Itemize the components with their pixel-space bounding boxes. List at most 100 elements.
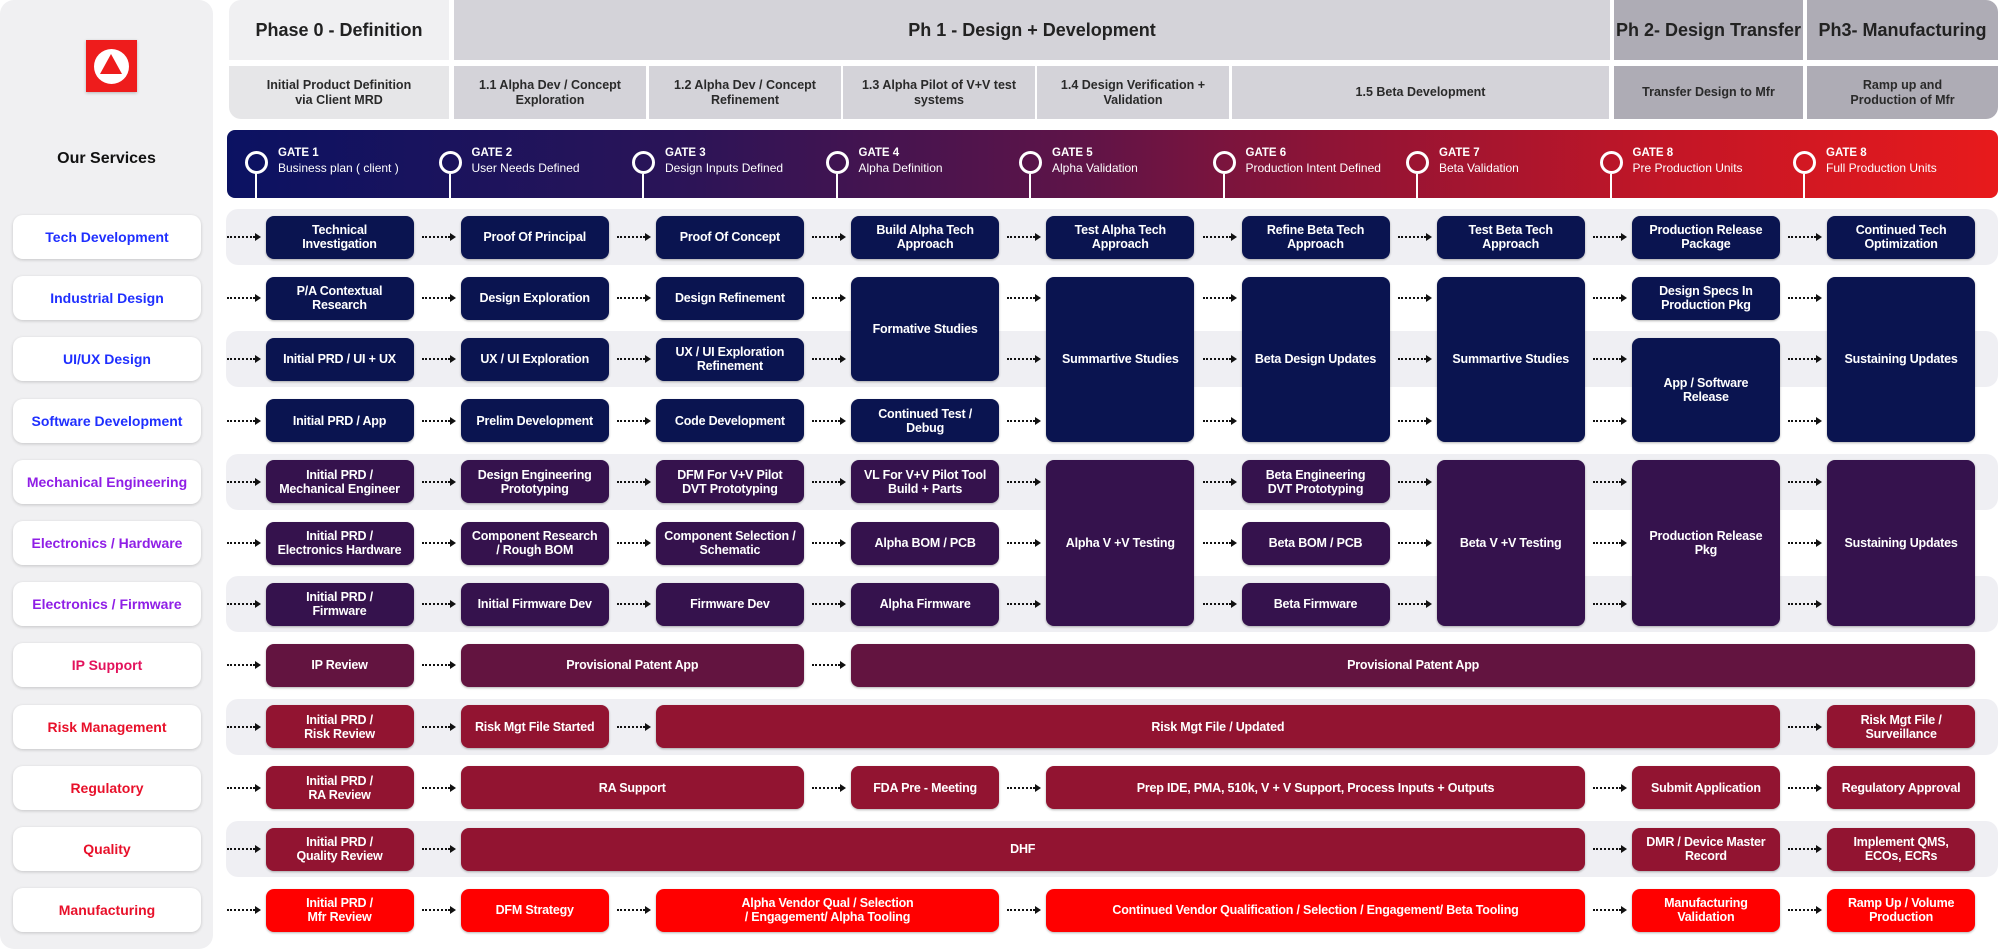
service-label-manufacturing[interactable]: Manufacturing [13, 888, 201, 933]
arrow-head [840, 783, 847, 792]
arrow-right-icon [616, 539, 651, 547]
gate-title: GATE 2 [471, 147, 513, 159]
arrow-right-icon [1592, 416, 1627, 425]
arrow-line [1397, 480, 1426, 483]
service-label-electronics-hardware[interactable]: Electronics / Hardware [13, 521, 201, 565]
arrow-head [254, 233, 261, 241]
gate-circle-icon [438, 151, 462, 174]
service-label-software-development[interactable]: Software Development [13, 398, 201, 443]
task-box: Firmware Dev [655, 582, 804, 626]
arrow-line [226, 848, 255, 850]
arrow-line [226, 480, 255, 483]
arrow-right-icon [1007, 600, 1042, 609]
arrow-line [1202, 480, 1231, 483]
arrow-right-icon [421, 783, 456, 792]
service-label-regulatory[interactable]: Regulatory [13, 765, 201, 810]
arrow-right-icon [226, 906, 261, 915]
services-heading: Our Services [57, 150, 156, 167]
arrow-right-icon [616, 600, 651, 609]
service-label-electronics-firmware[interactable]: Electronics / Firmware [13, 582, 201, 627]
arrow-head [1620, 294, 1627, 303]
arrow-right-icon [1788, 233, 1823, 241]
gate-title: GATE 5 [1052, 147, 1093, 159]
arrow-head [254, 783, 261, 792]
arrow-head [644, 906, 651, 915]
task-box: Beta Firmware [1241, 582, 1390, 626]
arrow-head [449, 845, 456, 853]
service-label-quality[interactable]: Quality [13, 827, 201, 871]
arrow-right-icon [1007, 294, 1042, 303]
task-box: Provisional Patent App [460, 643, 804, 687]
arrow-line [812, 419, 841, 422]
gate-title: GATE 8 [1826, 147, 1867, 159]
arrow-line [1592, 419, 1621, 422]
arrow-right-icon [1202, 600, 1237, 609]
task-box: Beta Design Updates [1241, 276, 1390, 443]
arrow-line [1202, 542, 1231, 544]
gate-title: GATE 3 [665, 147, 706, 159]
gate-circle-icon [825, 151, 849, 174]
arrow-right-icon [1788, 539, 1823, 547]
arrow-head [1816, 233, 1823, 241]
arrow-right-icon [421, 355, 456, 364]
arrow-right-icon [421, 416, 456, 425]
arrow-line [421, 419, 450, 422]
service-label-ip-support[interactable]: IP Support [13, 643, 201, 688]
arrow-right-icon [421, 294, 456, 303]
gate-label: Beta Validation [1439, 161, 1519, 175]
task-box: Production Release Pkg [1631, 460, 1780, 626]
service-label-tech-development[interactable]: Tech Development [13, 215, 201, 259]
service-label-ui-ux-design[interactable]: UI/UX Design [13, 337, 201, 382]
arrow-line [1397, 542, 1426, 544]
arrow-head [1816, 477, 1823, 486]
arrow-line [1007, 419, 1036, 422]
gate-circle-icon [1599, 151, 1623, 174]
task-box: Production Release Package [1631, 215, 1780, 259]
arrow-right-icon [1592, 906, 1627, 915]
arrow-head [840, 355, 847, 364]
task-box: UX / UI Exploration [460, 337, 609, 381]
task-box: DMR / Device Master Record [1631, 827, 1780, 871]
subphase-header: Ramp up and Production of Mfr [1807, 66, 1998, 119]
arrow-head [254, 539, 261, 547]
arrow-right-icon [812, 477, 847, 486]
arrow-head [644, 477, 651, 486]
service-label-mechanical-engineering[interactable]: Mechanical Engineering [13, 459, 201, 504]
gate-stem [1222, 174, 1225, 198]
arrow-right-icon [1788, 294, 1823, 303]
task-box: Beta V +V Testing [1436, 460, 1585, 626]
arrow-head [449, 783, 456, 792]
task-box: Alpha V +V Testing [1046, 460, 1195, 626]
gate-title: GATE 8 [1632, 147, 1674, 159]
arrow-right-icon [226, 539, 261, 547]
task-box: Initial PRD / Electronics Hardware [265, 521, 414, 565]
arrow-line [1007, 358, 1036, 361]
arrow-head [449, 416, 456, 425]
arrow-line [421, 909, 450, 912]
arrow-right-icon [226, 477, 261, 486]
arrow-line [812, 786, 841, 789]
arrow-right-icon [1788, 845, 1823, 853]
gate-stem [1029, 174, 1031, 198]
arrow-head [644, 416, 651, 425]
arrow-line [1788, 603, 1817, 606]
arrow-right-icon [1788, 783, 1823, 792]
task-box: Beta BOM / PCB [1241, 521, 1390, 565]
arrow-line [421, 297, 450, 300]
arrow-right-icon [812, 416, 847, 425]
arrow-head [449, 661, 456, 670]
gate-title: GATE 4 [858, 147, 900, 159]
arrow-right-icon [1007, 477, 1042, 486]
arrow-head [644, 233, 651, 241]
arrow-head [1620, 783, 1627, 792]
service-label-risk-management[interactable]: Risk Management [13, 704, 201, 749]
service-label-industrial-design[interactable]: Industrial Design [13, 276, 201, 321]
arrow-right-icon [1007, 355, 1042, 364]
arrow-right-icon [1592, 355, 1627, 364]
task-box: Build Alpha Tech Approach [851, 215, 1000, 259]
arrow-head [840, 416, 847, 425]
arrow-head [840, 233, 847, 241]
gate-label: Alpha Validation [1052, 161, 1138, 175]
arrow-line [226, 236, 255, 238]
arrow-right-icon [226, 661, 261, 670]
